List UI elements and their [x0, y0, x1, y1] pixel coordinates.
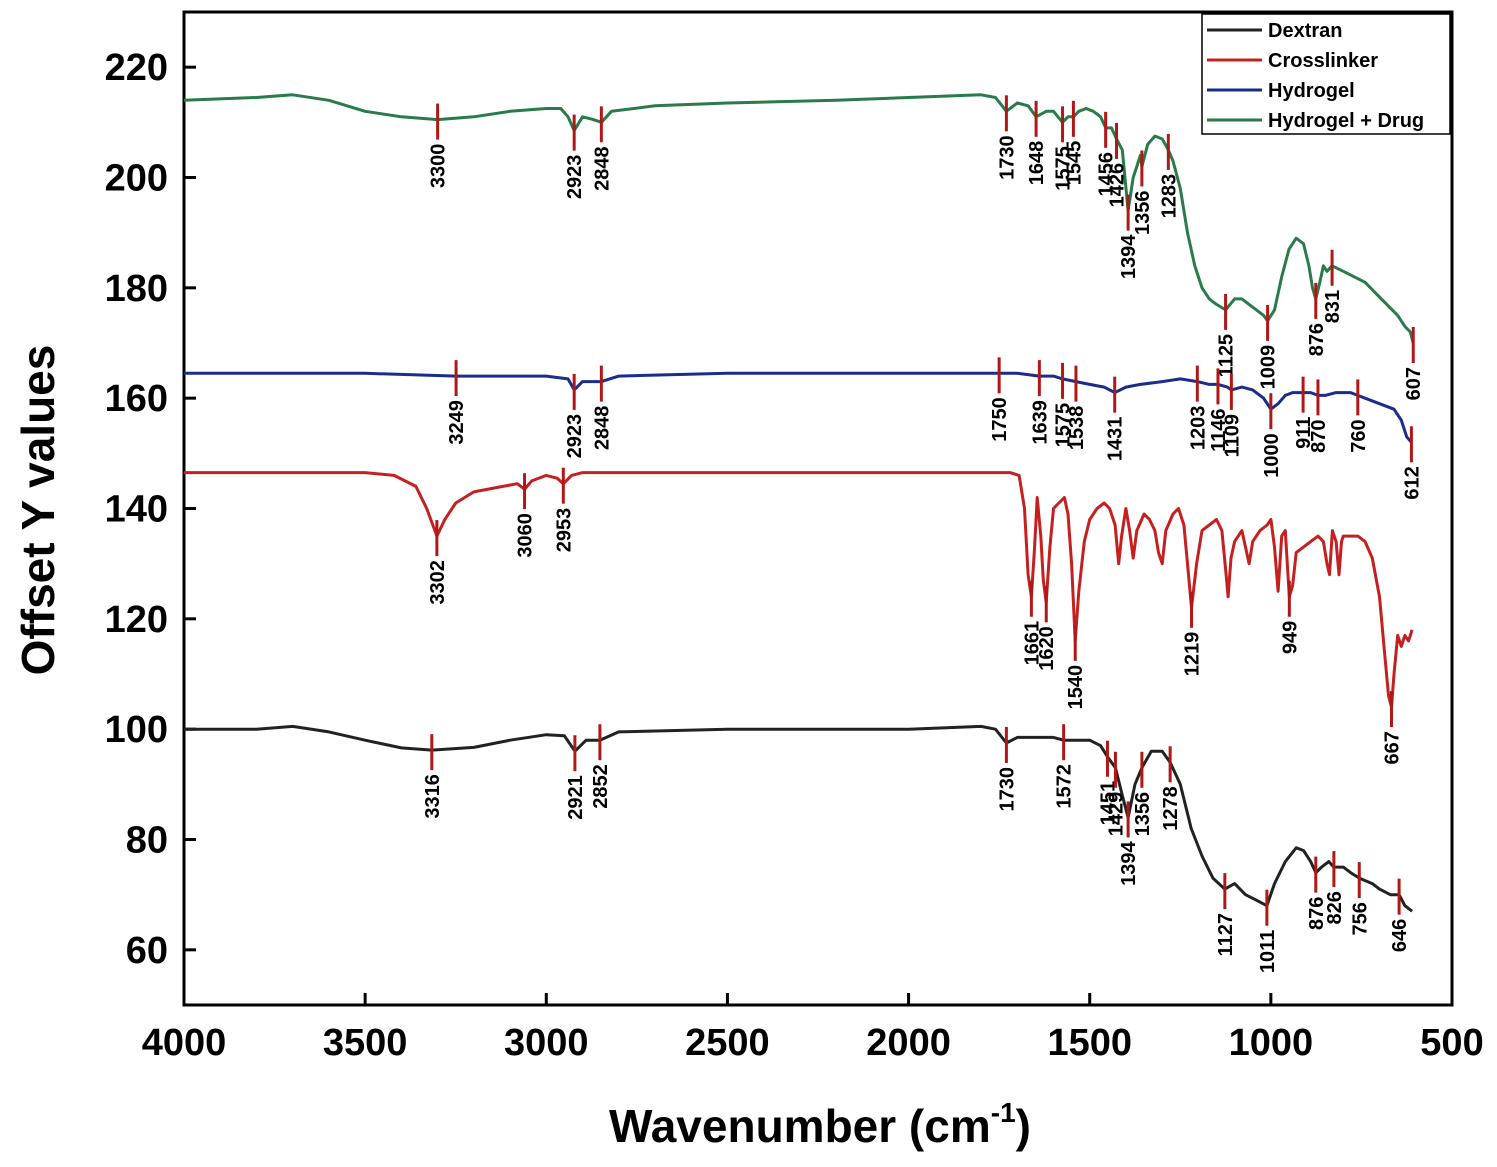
- peak-label: 1451: [1097, 781, 1119, 826]
- x-tick-label: 2500: [685, 1022, 770, 1064]
- y-axis: 60 80 100 120 140 160 180 200 220: [105, 47, 196, 972]
- peak-label: 1127: [1215, 913, 1237, 956]
- peak-label: 826: [1324, 891, 1346, 924]
- peak-label: 1661: [1021, 621, 1043, 666]
- legend-label-crosslinker: Crosslinker: [1268, 50, 1378, 72]
- peak-label: 1750: [989, 397, 1011, 442]
- peak-label: 1146: [1208, 408, 1230, 451]
- y-tick-label: 80: [126, 820, 168, 862]
- x-tick-label: 1000: [1229, 1022, 1314, 1064]
- peak-label: 3249: [446, 400, 468, 445]
- x-tick-label: 1500: [1047, 1022, 1132, 1064]
- peak-label: 1730: [996, 135, 1018, 180]
- y-tick-label: 100: [105, 709, 168, 751]
- peak-label: 760: [1348, 419, 1370, 452]
- peak-label: 3302: [427, 560, 449, 605]
- y-tick-label: 200: [105, 158, 168, 200]
- x-axis: 4000 3500 3000 2500 2000 1500 1000 500: [142, 993, 1484, 1064]
- peak-label: 646: [1389, 919, 1411, 952]
- peak-label: 1283: [1158, 174, 1180, 219]
- peak-label: 1456: [1096, 152, 1118, 197]
- x-tick-label: 3500: [323, 1022, 408, 1064]
- plot-frame: [182, 10, 1454, 1007]
- peak-label: 612: [1401, 466, 1423, 499]
- x-axis-title: Wavenumber (cm-1): [609, 1097, 1031, 1152]
- x-tick-label: 500: [1420, 1022, 1483, 1064]
- peak-label: 1575: [1052, 403, 1074, 448]
- legend-label-dextran: Dextran: [1268, 20, 1342, 42]
- series-lines: [183, 93, 1415, 913]
- y-tick-label: 120: [105, 599, 168, 641]
- peak-label: 2848: [591, 406, 613, 451]
- x-tick-label: 3000: [504, 1022, 589, 1064]
- peak-label: 870: [1308, 419, 1330, 452]
- peak-label: 949: [1279, 621, 1301, 654]
- peak-label: 1648: [1026, 141, 1048, 186]
- peak-label: 3316: [422, 774, 444, 819]
- peak-label: 2848: [591, 146, 613, 191]
- peak-label: 1545: [1063, 141, 1085, 186]
- legend: Dextran Crosslinker Hydrogel Hydrogel + …: [1201, 13, 1451, 135]
- peak-label: 1203: [1187, 406, 1209, 451]
- peak-label: 1394: [1118, 234, 1140, 279]
- peak-label: 1356: [1132, 191, 1154, 236]
- peak-label: 1000: [1261, 433, 1283, 478]
- peak-label: 1011: [1257, 930, 1279, 973]
- y-tick-label: 160: [105, 378, 168, 420]
- y-tick-label: 180: [105, 268, 168, 310]
- peak-label: 1356: [1132, 792, 1154, 837]
- peak-label: 1575: [1053, 146, 1075, 191]
- peak-label: 1639: [1029, 400, 1051, 445]
- peak-label: 1572: [1054, 764, 1076, 809]
- peak-label: 2923: [564, 155, 586, 200]
- peak-label: 1219: [1182, 632, 1204, 677]
- peak-label: 2921: [565, 775, 587, 820]
- y-tick-label: 220: [105, 47, 168, 89]
- x-tick-label: 2000: [866, 1022, 951, 1064]
- x-axis-title-close: ): [1016, 1100, 1031, 1152]
- peak-label: 1431: [1105, 417, 1127, 462]
- series-line-crosslinker: [184, 471, 1414, 709]
- peak-label: 911: [1293, 417, 1315, 449]
- y-axis-title: Offset Y values: [12, 345, 64, 676]
- legend-box: [1201, 13, 1451, 135]
- peak-label: 756: [1349, 902, 1371, 935]
- peak-label: 1429: [1105, 792, 1127, 837]
- legend-label-hydrogel-drug: Hydrogel + Drug: [1268, 110, 1424, 132]
- peak-label: 1426: [1106, 163, 1128, 208]
- peak-label: 1394: [1118, 841, 1140, 886]
- peak-label: 2923: [564, 414, 586, 459]
- peak-label: 2852: [590, 764, 612, 809]
- legend-label-hydrogel: Hydrogel: [1268, 80, 1355, 102]
- peak-label: 1109: [1221, 414, 1243, 457]
- peak-label: 876: [1306, 897, 1328, 930]
- series-line-dextran: [184, 724, 1414, 913]
- x-axis-title-sup: -1: [991, 1097, 1016, 1128]
- peak-label: 1620: [1036, 626, 1058, 671]
- peak-label: 3060: [514, 513, 536, 558]
- peak-label: 876: [1306, 323, 1328, 356]
- peak-label: 1278: [1160, 786, 1182, 831]
- peak-label: 2953: [553, 508, 575, 553]
- peak-label: 1538: [1066, 406, 1088, 451]
- peak-label: 1540: [1065, 665, 1087, 710]
- peak-label: 3300: [428, 144, 450, 189]
- x-axis-title-main: Wavenumber (cm: [609, 1100, 991, 1152]
- peak-label: 1125: [1216, 334, 1238, 377]
- peak-label: 831: [1322, 290, 1344, 323]
- series-line-hydrogel-drug: [183, 93, 1415, 344]
- y-tick-label: 60: [126, 930, 168, 972]
- peak-label: 607: [1403, 367, 1425, 400]
- y-tick-label: 140: [105, 489, 168, 531]
- x-tick-label: 4000: [142, 1022, 227, 1064]
- peak-label: 667: [1382, 731, 1404, 764]
- peak-label: 1730: [996, 767, 1018, 812]
- peak-label: 1009: [1258, 345, 1280, 390]
